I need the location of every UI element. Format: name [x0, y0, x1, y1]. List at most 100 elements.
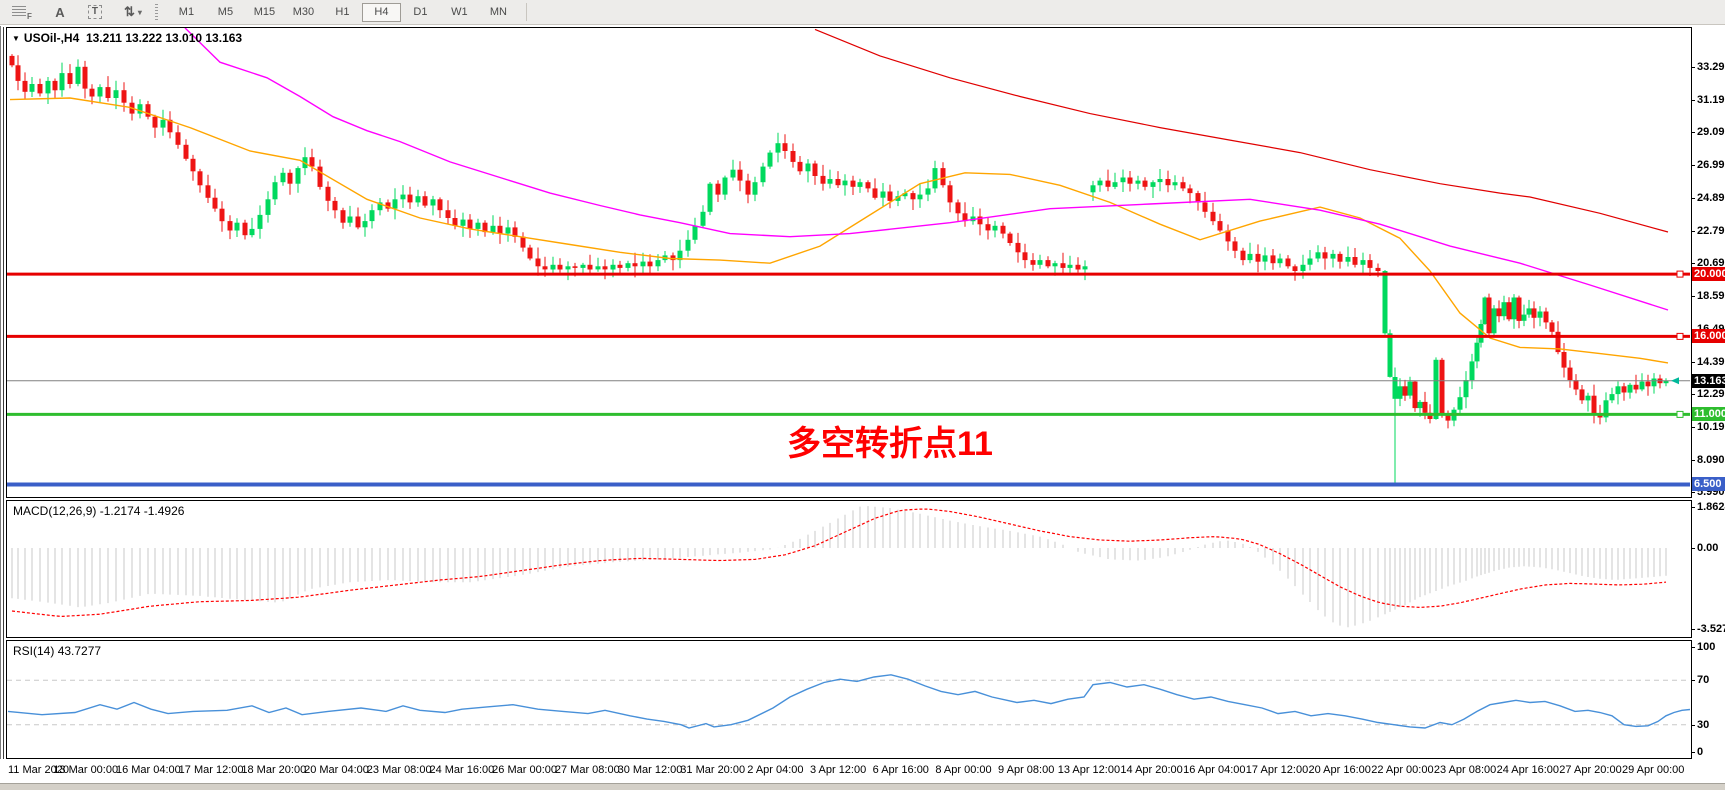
macd-values: -1.2174 -1.4926	[99, 504, 185, 518]
price-level-badge: 11.000	[1692, 407, 1725, 422]
date-tick-label: 17 Mar 12:00	[178, 764, 244, 776]
price-chart-panel[interactable]	[6, 27, 1692, 498]
chart-title: ▼ USOil-,H4 13.211 13.222 13.010 13.163	[12, 31, 242, 45]
axis-tick-label: 100	[1697, 641, 1716, 653]
label-tool-icon[interactable]: T	[82, 2, 108, 22]
price-level-badge: 16.000	[1692, 329, 1725, 344]
date-tick-label: 3 Apr 12:00	[809, 764, 867, 776]
symbol-period-label: USOil-,H4	[23, 31, 80, 45]
axis-tick-label: 1.8624	[1697, 501, 1725, 513]
rsi-label: RSI(14) 43.7277	[13, 644, 102, 658]
date-tick-label: 30 Mar 12:00	[617, 764, 683, 776]
axis-tick-mark	[1692, 426, 1695, 428]
date-tick-label: 24 Mar 16:00	[429, 764, 495, 776]
axis-tick-label: 14.390	[1697, 355, 1725, 368]
collapse-icon[interactable]: ▼	[12, 34, 20, 43]
candlestick-chart[interactable]	[7, 28, 1691, 497]
period-button-m5[interactable]: M5	[206, 3, 245, 22]
axis-tick-label: 29.090	[1697, 126, 1725, 139]
axis-tick-label: 31.190	[1697, 93, 1725, 106]
text-tool-icon[interactable]: A	[48, 2, 72, 22]
axis-tick-label: -3.5273	[1697, 622, 1725, 635]
axis-tick-label: 26.990	[1697, 159, 1725, 172]
date-tick-label: 2 Apr 04:00	[747, 764, 804, 776]
period-button-w1[interactable]: W1	[440, 3, 479, 22]
axis-tick-mark	[1692, 197, 1695, 199]
axis-tick-mark	[1692, 99, 1695, 101]
axis-tick-mark	[1692, 132, 1695, 134]
period-button-m30[interactable]: M30	[284, 3, 323, 22]
rsi-chart[interactable]	[7, 641, 1691, 758]
date-tick-label: 17 Apr 12:00	[1245, 764, 1309, 776]
period-button-m15[interactable]: M15	[245, 3, 284, 22]
date-tick-label: 20 Apr 16:00	[1308, 764, 1371, 776]
macd-label: MACD(12,26,9) -1.2174 -1.4926	[13, 504, 185, 518]
axis-tick-label: 24.890	[1697, 191, 1725, 204]
price-level-badge: 20.000	[1692, 267, 1725, 282]
macd-chart[interactable]	[7, 501, 1691, 637]
fibonacci-tool-icon[interactable]: F	[6, 2, 38, 22]
axis-tick-label: 70	[1697, 674, 1710, 687]
period-button-mn[interactable]: MN	[479, 3, 518, 22]
date-tick-label: 31 Mar 20:00	[680, 764, 746, 776]
axis-tick-label: 22.790	[1697, 224, 1725, 237]
axis-tick-mark	[1692, 361, 1695, 363]
date-tick-label: 22 Apr 00:00	[1371, 764, 1434, 776]
rsi-indicator-panel[interactable]	[6, 640, 1692, 759]
date-tick-label: 11 Mar 2020	[8, 764, 69, 776]
period-button-h4[interactable]: H4	[361, 2, 401, 22]
period-button-m1[interactable]: M1	[167, 3, 206, 22]
date-tick-label: 16 Apr 04:00	[1183, 764, 1246, 776]
axis-tick-label: 0.00	[1697, 542, 1719, 554]
timeframe-buttons-group: M1 M5 M15 M30 H1 H4 D1 W1 MN	[167, 2, 518, 22]
date-tick-label: 13 Apr 12:00	[1057, 764, 1121, 776]
axis-tick-mark	[1692, 263, 1695, 265]
date-tick-label: 23 Apr 08:00	[1433, 764, 1497, 776]
axis-tick-mark	[1692, 492, 1695, 494]
axis-tick-mark	[1692, 680, 1695, 682]
axis-tick-mark	[1692, 328, 1695, 330]
date-tick-label: 27 Mar 08:00	[554, 764, 620, 776]
rsi-value: 43.7277	[57, 644, 102, 658]
date-tick-label: 27 Apr 20:00	[1559, 764, 1622, 776]
axis-tick-mark	[1692, 752, 1695, 753]
date-tick-label: 18 Mar 20:00	[241, 764, 307, 776]
date-tick-label: 26 Mar 00:00	[492, 764, 558, 776]
arrows-tool-icon[interactable]: ⇅ ▾	[118, 2, 148, 22]
status-strip	[0, 783, 1725, 790]
price-level-badge: 6.500	[1692, 477, 1725, 492]
axis-tick-mark	[1692, 459, 1695, 461]
period-button-h1[interactable]: H1	[323, 3, 362, 22]
time-axis[interactable]: 11 Mar 2020 13 Mar 00:00 16 Mar 04:00 17 Ma…	[0, 759, 1725, 783]
chart-annotation-text[interactable]: 多空转折点11	[787, 425, 993, 463]
axis-tick-mark	[1692, 507, 1695, 508]
date-tick-label: 29 Apr 00:00	[1621, 764, 1685, 776]
axis-tick-mark	[1692, 394, 1695, 396]
date-tick-label: 24 Apr 16:00	[1496, 764, 1559, 776]
chart-left-border	[3, 27, 4, 783]
period-button-d1[interactable]: D1	[401, 3, 440, 22]
toolbar-grip[interactable]	[154, 4, 158, 20]
date-tick-label: 6 Apr 16:00	[872, 764, 929, 776]
window-left-edge	[0, 26, 1, 783]
axis-tick-label: 12.290	[1697, 388, 1725, 401]
axis-tick-mark	[1692, 296, 1695, 298]
price-axis[interactable]: 33.290 31.190 29.090 26.990 24.890 22.790 20.6…	[1692, 27, 1725, 759]
axis-tick-mark	[1692, 628, 1695, 630]
date-tick-label: 20 Mar 04:00	[304, 764, 369, 776]
toolbar: F A T ⇅ ▾ M1 M5 M15 M30 H1 H4 D1 W1 MN	[0, 0, 1725, 25]
axis-tick-mark	[1692, 647, 1695, 648]
date-tick-label: 16 Mar 04:00	[115, 764, 181, 776]
date-tick-label: 9 Apr 08:00	[998, 764, 1055, 776]
toolbar-separator	[525, 3, 527, 21]
ohlc-quote: 13.211 13.222 13.010 13.163	[85, 31, 243, 45]
axis-tick-mark	[1692, 67, 1695, 68]
axis-tick-mark	[1692, 724, 1695, 726]
drawing-tools-group: F A T ⇅ ▾	[6, 2, 148, 22]
axis-tick-label: 18.590	[1697, 290, 1725, 303]
axis-tick-label: 8.090	[1697, 453, 1725, 466]
axis-tick-label: 20.690	[1697, 257, 1725, 270]
axis-tick-label: 33.290	[1697, 61, 1725, 73]
macd-indicator-panel[interactable]	[6, 500, 1692, 638]
